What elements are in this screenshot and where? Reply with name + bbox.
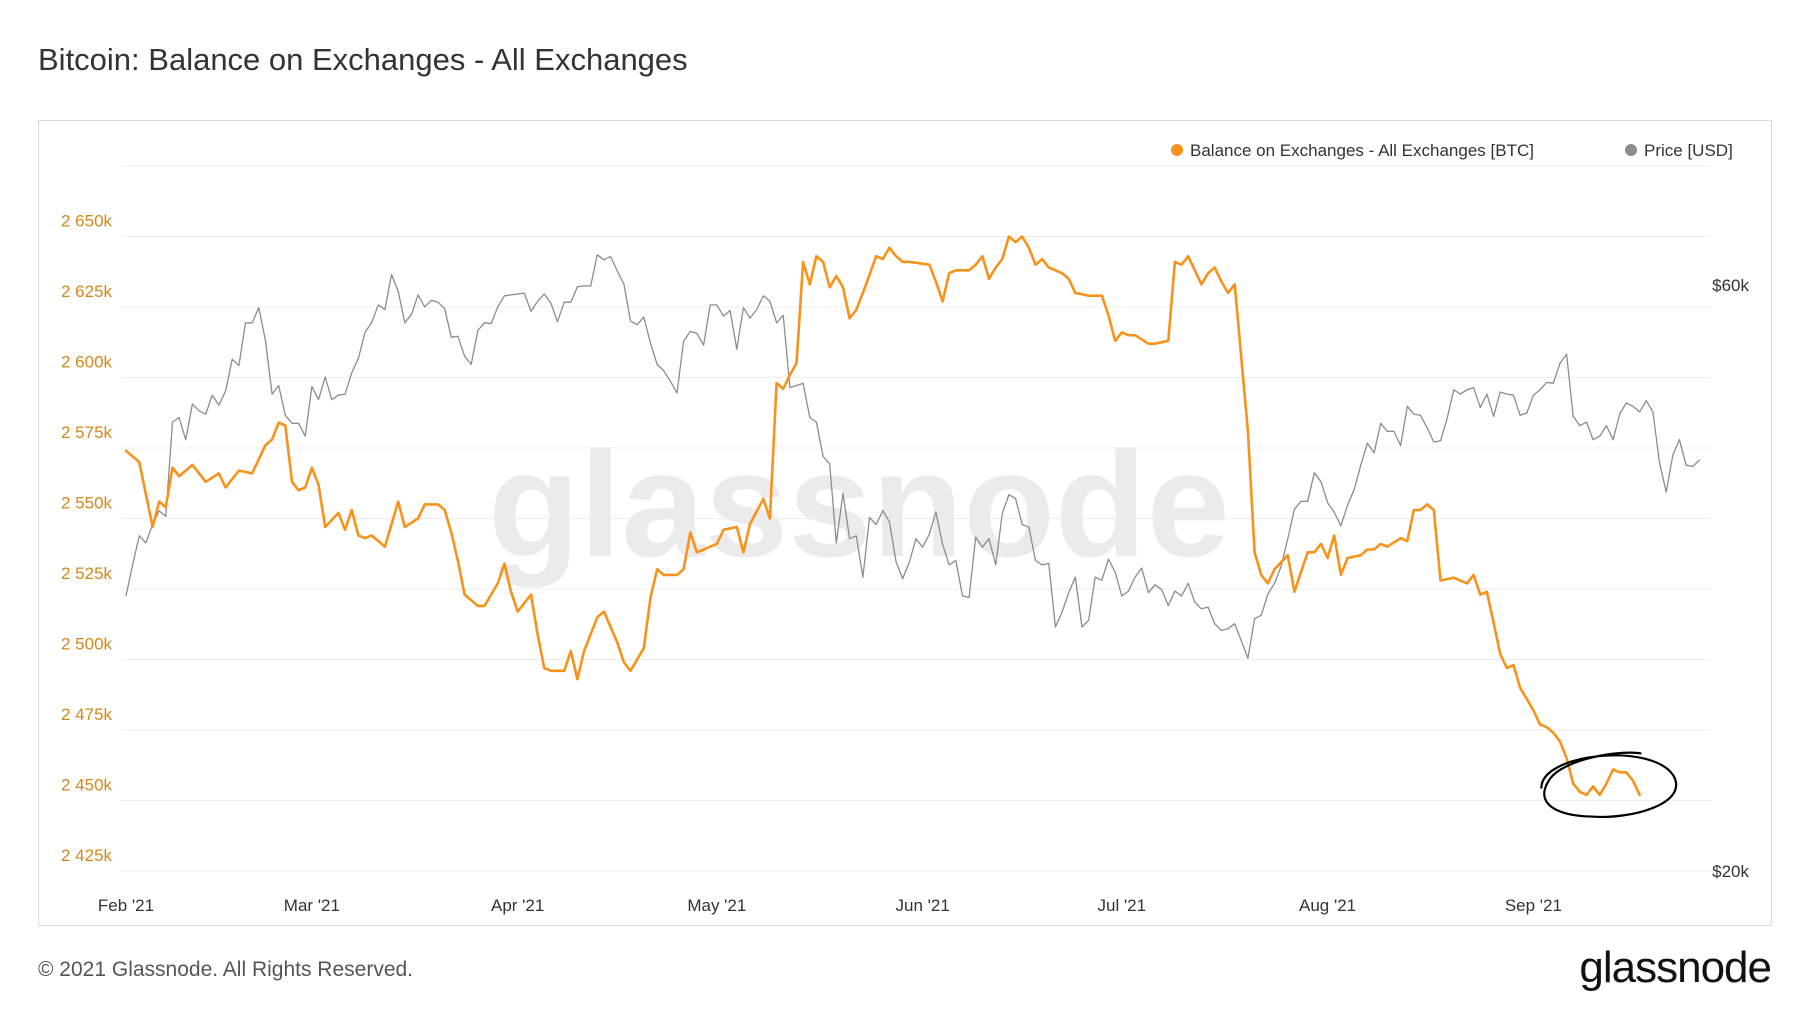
y-left-tick-label: 2 650k bbox=[61, 212, 113, 231]
y-left-tick-label: 2 425k bbox=[61, 846, 113, 865]
legend-label-price: Price [USD] bbox=[1644, 141, 1733, 160]
x-tick-label: May '21 bbox=[687, 896, 746, 915]
x-tick-label: Sep '21 bbox=[1505, 896, 1562, 915]
y-left-tick-label: 2 475k bbox=[61, 705, 113, 724]
y-right-tick-label: $60k bbox=[1712, 276, 1749, 295]
y-left-tick-label: 2 625k bbox=[61, 282, 113, 301]
y-left-tick-label: 2 500k bbox=[61, 635, 113, 654]
watermark-text: glassnode bbox=[488, 420, 1230, 588]
y-left-tick-label: 2 575k bbox=[61, 423, 113, 442]
y-left-tick-label: 2 525k bbox=[61, 564, 113, 583]
x-tick-label: Mar '21 bbox=[284, 896, 340, 915]
y-left-tick-label: 2 450k bbox=[61, 776, 113, 795]
legend-dot-balance bbox=[1171, 144, 1183, 156]
y-left-tick-label: 2 600k bbox=[61, 353, 113, 372]
y-left-tick-label: 2 550k bbox=[61, 494, 113, 513]
price-series-line bbox=[125, 254, 1701, 659]
chart: glassnode 2 425k 2 450k 2 475k 2 500k 2 525k 2… bbox=[61, 141, 1749, 915]
page-title: Bitcoin: Balance on Exchanges - All Exch… bbox=[38, 42, 688, 77]
legend-dot-price bbox=[1625, 144, 1637, 156]
y-right-tick-label: $20k bbox=[1712, 862, 1749, 881]
x-tick-label: Feb '21 bbox=[98, 896, 154, 915]
x-tick-label: Apr '21 bbox=[491, 896, 544, 915]
annotation-circle bbox=[1540, 751, 1678, 819]
x-tick-label: Aug '21 bbox=[1299, 896, 1356, 915]
legend-label-balance: Balance on Exchanges - All Exchanges [BT… bbox=[1190, 141, 1534, 160]
balance-series-line bbox=[124, 235, 1641, 797]
x-tick-label: Jul '21 bbox=[1097, 896, 1146, 915]
copyright-text: © 2021 Glassnode. All Rights Reserved. bbox=[38, 958, 414, 981]
brand-logo[interactable]: glassnode bbox=[1579, 943, 1772, 992]
x-tick-label: Jun '21 bbox=[895, 896, 949, 915]
chart-panel: glassnode 2 425k 2 450k 2 475k 2 500k 2 525k 2… bbox=[38, 120, 1772, 926]
